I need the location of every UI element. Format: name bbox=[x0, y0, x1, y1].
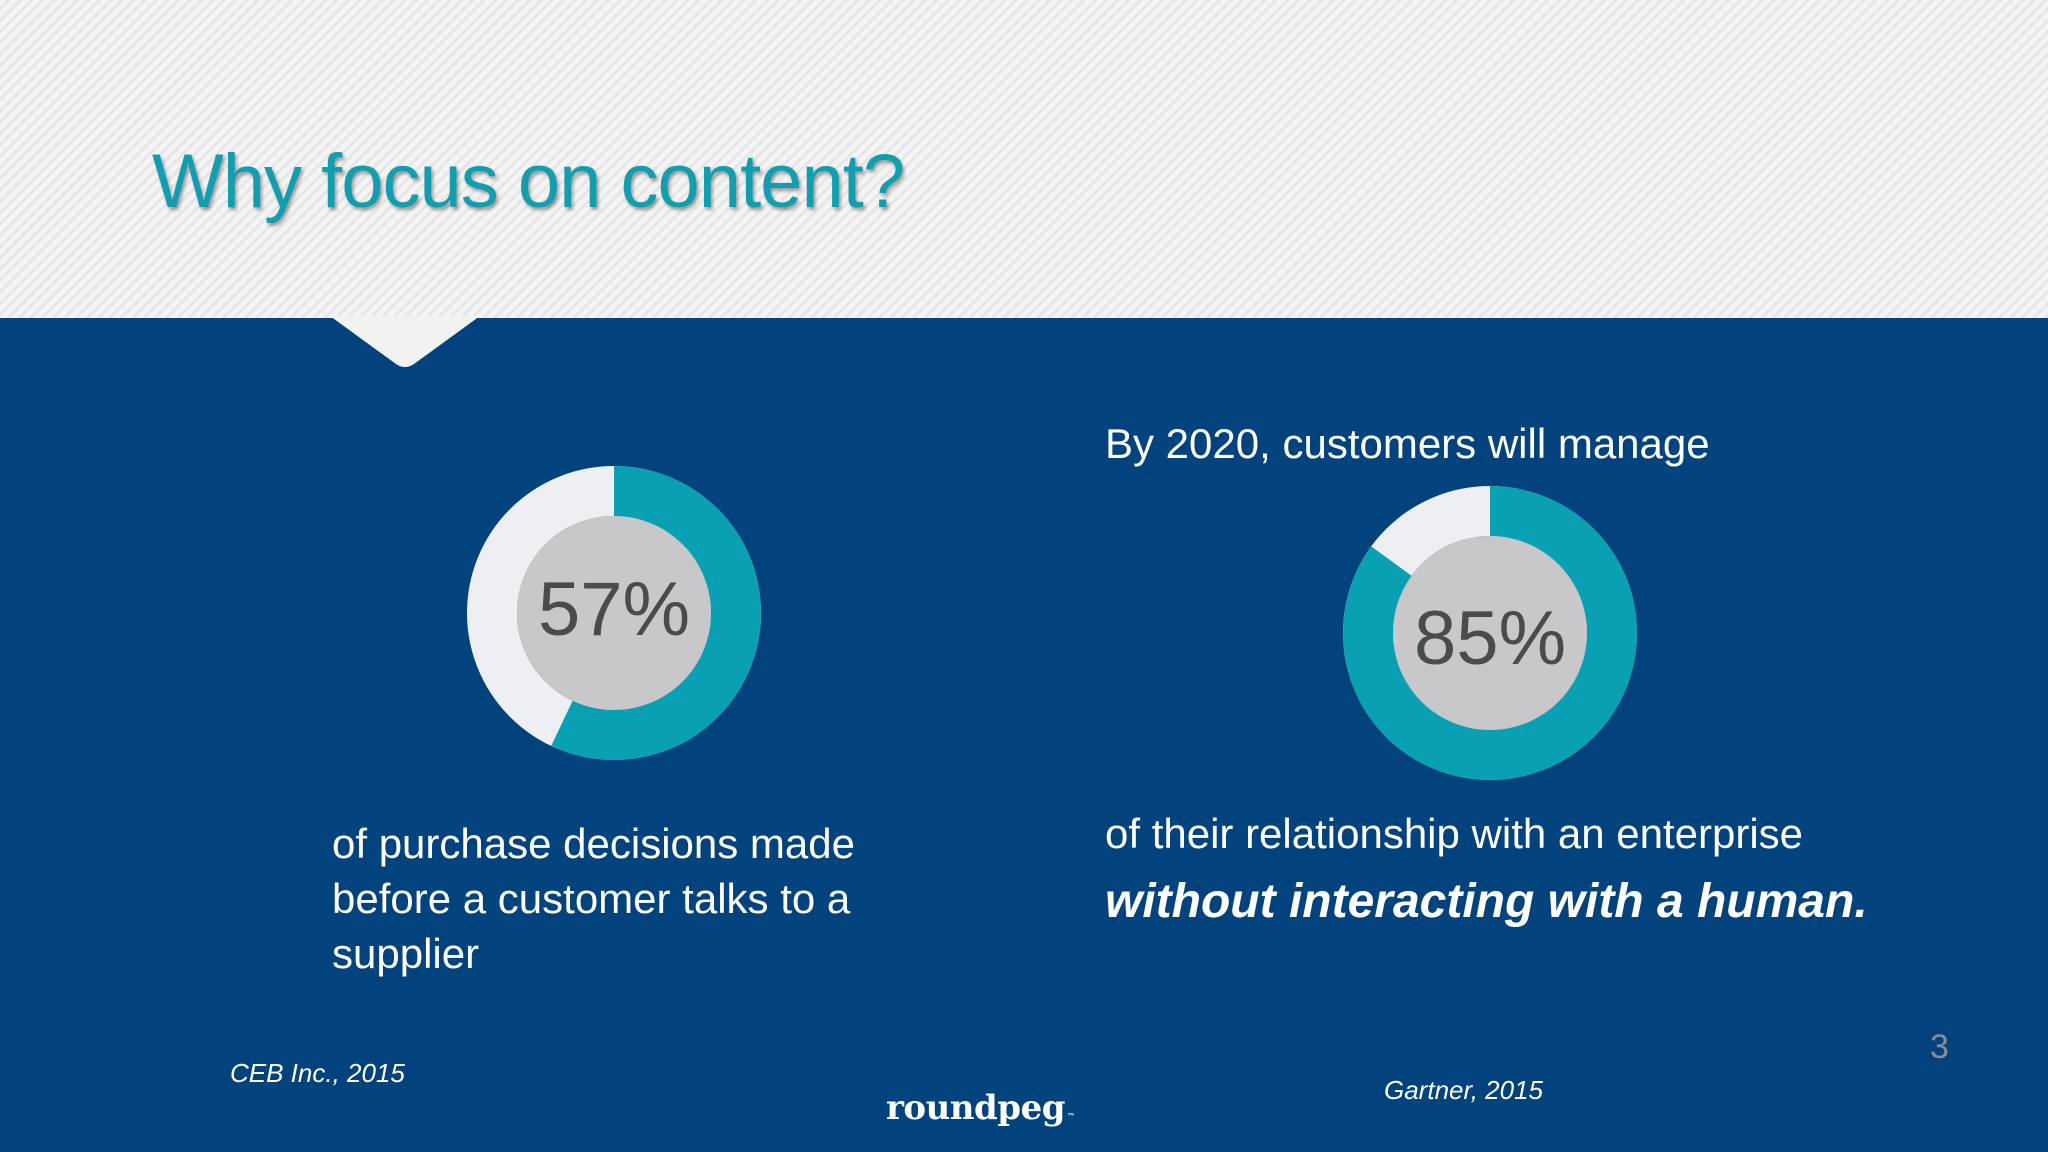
caption-emphasis-text: without interacting with a human. bbox=[1105, 875, 1868, 928]
source-citation-gartner: Gartner, 2015 bbox=[1384, 1075, 1543, 1105]
donut-ring-value bbox=[1343, 486, 1637, 780]
stat-caption-purchase-decisions: of purchase decisions made before a cust… bbox=[332, 816, 952, 981]
donut-center bbox=[1393, 536, 1587, 730]
stat-value-85: 85% bbox=[1413, 595, 1567, 681]
header-pointer-notch bbox=[330, 316, 480, 367]
roundpeg-logo: roundpeg ™ bbox=[886, 1088, 1075, 1128]
stat-intro-2020: By 2020, customers will manage bbox=[1105, 420, 1710, 467]
caption-line: supplier bbox=[332, 930, 480, 977]
caption-line: of purchase decisions made bbox=[332, 820, 855, 867]
donut-chart-purchase-decisions: 57% bbox=[465, 464, 763, 762]
logo-wordmark: roundpeg bbox=[886, 1088, 1065, 1128]
page-number: 3 bbox=[1930, 1028, 1949, 1066]
slide-title: Why focus on content? bbox=[152, 139, 905, 224]
stat-value-57: 57% bbox=[537, 566, 691, 652]
stat-caption-relationship: of their relationship with an enterprise… bbox=[1105, 800, 1905, 937]
caption-line: before a customer talks to a bbox=[332, 875, 851, 922]
content-panel bbox=[0, 318, 2048, 1152]
slide-header: Why focus on content? bbox=[0, 0, 2048, 318]
caption-plain-text: of their relationship with an enterprise bbox=[1105, 810, 1804, 857]
donut-ring-value bbox=[467, 466, 761, 760]
donut-center bbox=[517, 516, 711, 710]
source-citation-ceb: CEB Inc., 2015 bbox=[230, 1058, 405, 1088]
donut-chart-no-human-interaction: 85% bbox=[1341, 484, 1639, 782]
logo-trademark: ™ bbox=[1066, 1111, 1075, 1121]
